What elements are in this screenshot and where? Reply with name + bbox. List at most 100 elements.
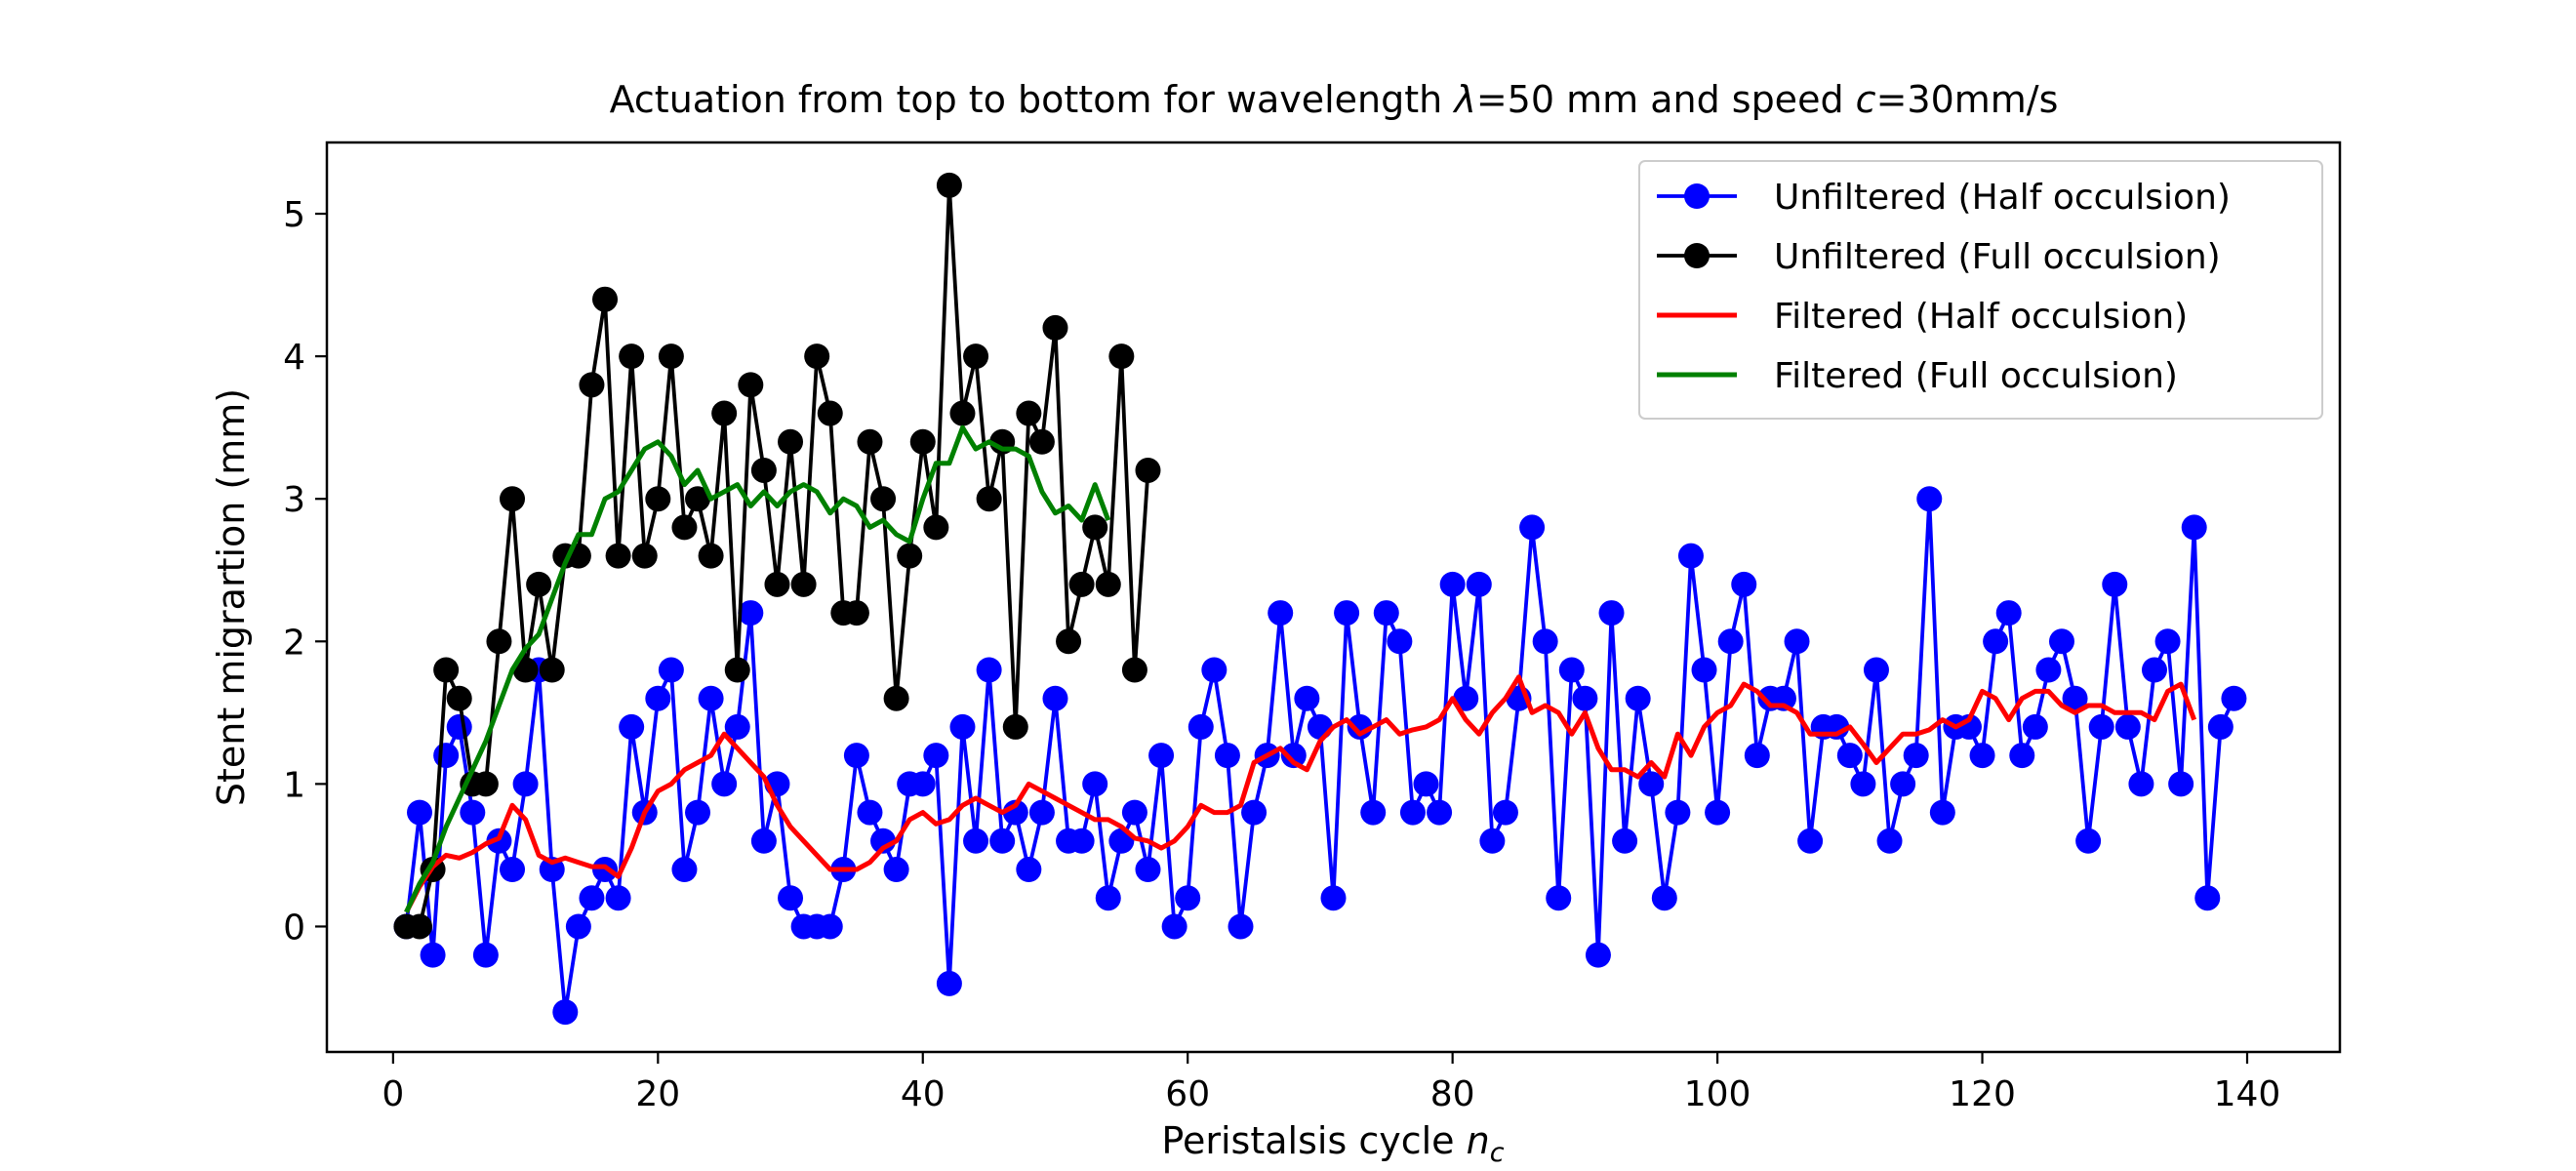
data-point <box>1056 628 1082 655</box>
data-point <box>631 543 658 569</box>
data-point <box>778 428 804 455</box>
data-point <box>1320 885 1347 911</box>
data-point <box>1677 543 1704 569</box>
data-point <box>500 857 526 883</box>
data-point <box>1042 314 1068 341</box>
x-axis: 0 20 40 60 80 100 120 140 <box>382 1052 2280 1114</box>
data-point <box>1836 743 1863 769</box>
data-point <box>512 771 539 797</box>
data-point <box>1744 743 1770 769</box>
data-point <box>976 486 1002 512</box>
data-point <box>1903 743 1929 769</box>
data-point <box>500 486 526 512</box>
data-point <box>2088 713 2114 740</box>
data-point <box>883 857 909 883</box>
data-point <box>685 799 711 826</box>
data-point <box>1082 514 1108 541</box>
data-point <box>1307 713 1333 740</box>
data-point <box>2128 771 2154 797</box>
data-point <box>1016 400 1042 426</box>
data-point <box>565 913 591 940</box>
data-point <box>1598 600 1625 626</box>
data-point <box>724 657 750 683</box>
data-point <box>1360 799 1387 826</box>
y-tick-label: 1 <box>283 765 305 805</box>
data-point <box>1241 799 1268 826</box>
data-point <box>936 172 962 198</box>
data-point <box>1121 657 1147 683</box>
data-point <box>698 543 724 569</box>
data-point <box>2154 628 2181 655</box>
data-point <box>1201 657 1228 683</box>
data-point <box>1797 828 1824 854</box>
data-point <box>1334 600 1360 626</box>
data-point <box>1969 743 1995 769</box>
data-point <box>2062 685 2088 711</box>
series-1 <box>393 486 2247 1026</box>
data-point <box>1532 628 1558 655</box>
data-point <box>1876 828 1903 854</box>
data-point <box>778 885 804 911</box>
legend-label: Filtered (Half occulsion) <box>1774 297 2188 337</box>
y-tick-label: 3 <box>283 480 305 520</box>
data-point <box>486 628 512 655</box>
data-point <box>1387 628 1413 655</box>
data-point <box>2048 628 2074 655</box>
data-point <box>1651 885 1677 911</box>
data-point <box>2181 514 2207 541</box>
legend-item: Unfiltered (Half occulsion) <box>1657 178 2231 218</box>
data-point <box>790 571 817 597</box>
data-point <box>989 828 1016 854</box>
data-point <box>738 600 764 626</box>
data-point <box>1453 685 1479 711</box>
data-point <box>1625 685 1651 711</box>
data-point <box>671 857 698 883</box>
data-point <box>1863 657 1889 683</box>
data-point <box>460 799 486 826</box>
data-point <box>897 543 923 569</box>
y-axis-label: Stent migrartion (mm) <box>210 388 253 806</box>
data-point <box>1995 600 2022 626</box>
data-point <box>843 600 869 626</box>
legend-box <box>1638 160 2323 420</box>
legend-label: Filtered (Full occulsion) <box>1774 356 2178 396</box>
data-point <box>1558 657 1585 683</box>
data-point <box>1638 771 1665 797</box>
data-point <box>1612 828 1638 854</box>
data-point <box>1492 799 1518 826</box>
data-point <box>1175 885 1201 911</box>
data-point <box>1705 799 1731 826</box>
legend-item: Filtered (Full occulsion) <box>1657 356 2178 396</box>
series-line <box>404 424 1111 913</box>
data-point <box>1466 571 1492 597</box>
data-point <box>2114 713 2141 740</box>
data-point <box>671 514 698 541</box>
data-point <box>1294 685 1320 711</box>
x-tick-label: 140 <box>2214 1074 2281 1114</box>
data-point <box>446 685 472 711</box>
data-point <box>1095 571 1121 597</box>
data-point <box>923 743 949 769</box>
data-point <box>1002 713 1028 740</box>
data-point <box>1665 799 1691 826</box>
data-point <box>539 857 565 883</box>
data-point <box>1148 743 1175 769</box>
data-point <box>658 657 684 683</box>
x-tick-label: 100 <box>1684 1074 1751 1114</box>
data-point <box>949 713 976 740</box>
data-point <box>645 486 671 512</box>
data-point <box>1082 771 1108 797</box>
data-point <box>1916 486 1943 512</box>
legend-item: Unfiltered (Full occulsion) <box>1657 237 2221 277</box>
data-point <box>817 400 843 426</box>
series-line <box>404 674 2197 913</box>
legend-label: Unfiltered (Half occulsion) <box>1774 178 2231 218</box>
x-axis-label: Peristalsis cycle nc <box>1161 1119 1504 1168</box>
data-point <box>698 685 724 711</box>
data-point <box>1850 771 1876 797</box>
y-tick-label: 0 <box>283 908 305 948</box>
data-point <box>685 486 711 512</box>
data-point <box>976 657 1002 683</box>
data-point <box>472 942 499 968</box>
x-tick-label: 60 <box>1165 1074 1210 1114</box>
